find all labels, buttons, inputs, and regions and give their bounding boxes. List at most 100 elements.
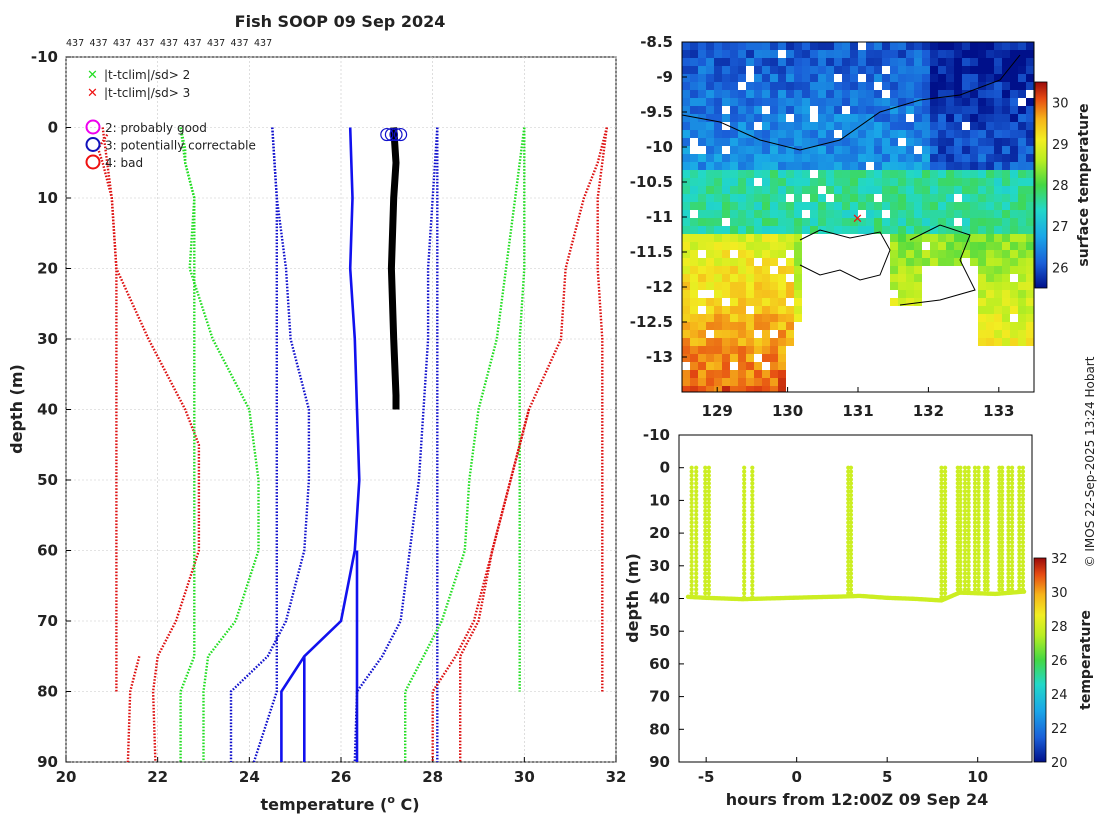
map-sst-cell — [754, 138, 762, 146]
timeseries-ytick-label: 70 — [649, 688, 670, 706]
map-land-cell — [858, 282, 866, 290]
map-sst-cell — [706, 242, 714, 250]
map-land-cell — [906, 378, 914, 386]
map-land-cell — [858, 362, 866, 370]
map-land-cell — [986, 346, 994, 354]
map-sst-cell — [682, 170, 690, 178]
map-sst-cell — [1018, 218, 1026, 226]
figure-title: Fish SOOP 09 Sep 2024 — [235, 12, 446, 31]
map-colorbar-tick-label: 28 — [1052, 179, 1069, 194]
map-sst-cell — [706, 258, 714, 266]
map-sst-cell — [914, 42, 922, 50]
map-sst-cell — [874, 58, 882, 66]
map-land-cell — [882, 258, 890, 266]
map-sst-cell — [746, 170, 754, 178]
map-sst-cell — [914, 178, 922, 186]
profile-ytick-label: 50 — [37, 471, 58, 489]
map-land-cell — [818, 354, 826, 362]
map-sst-cell — [746, 194, 754, 202]
timeseries-point — [689, 591, 694, 596]
map-sst-cell — [850, 186, 858, 194]
map-sst-cell — [738, 258, 746, 266]
timeseries-point — [1000, 473, 1005, 478]
map-sst-cell — [762, 114, 770, 122]
map-sst-cell — [922, 122, 930, 130]
timeseries-point — [943, 532, 948, 537]
map-land-cell — [858, 330, 866, 338]
map-sst-cell — [1018, 258, 1026, 266]
profile-grid — [65, 56, 617, 763]
map-sst-cell — [690, 290, 698, 298]
timeseries-point — [694, 477, 699, 482]
map-sst-cell — [834, 162, 842, 170]
map-sst-cell — [682, 218, 690, 226]
timeseries-point — [1017, 540, 1022, 545]
map-land-cell — [970, 290, 978, 298]
map-sst-cell — [730, 42, 738, 50]
timeseries-point — [689, 567, 694, 572]
map-sst-cell — [746, 338, 754, 346]
map-land-cell — [1010, 354, 1018, 362]
profile-ytick-label: 80 — [37, 683, 58, 701]
timeseries-point — [958, 496, 963, 502]
timeseries-point — [689, 575, 694, 580]
map-land-cell — [906, 362, 914, 370]
map-sst-cell — [762, 346, 770, 354]
map-sst-cell — [778, 330, 786, 338]
map-sst-cell — [986, 66, 994, 74]
map-cloud-cell — [890, 290, 898, 298]
map-sst-cell — [970, 90, 978, 98]
map-cloud-cell — [762, 362, 770, 370]
timeseries-point — [1020, 504, 1026, 510]
map-sst-cell — [1002, 298, 1010, 306]
map-sst-cell — [794, 314, 802, 322]
timeseries-point — [939, 481, 944, 486]
map-sst-cell — [842, 58, 850, 66]
timeseries-point — [750, 524, 755, 529]
timeseries-point — [1006, 571, 1011, 576]
map-sst-cell — [706, 74, 714, 82]
map-sst-cell — [754, 202, 762, 210]
map-sst-cell — [858, 202, 866, 210]
map-sst-cell — [730, 90, 738, 98]
map-sst-cell — [730, 338, 738, 346]
timeseries-point — [703, 528, 708, 533]
map-land-cell — [842, 314, 850, 322]
timeseries-point — [848, 587, 854, 592]
map-sst-cell — [898, 210, 906, 218]
map-land-cell — [906, 322, 914, 330]
map-land-cell — [842, 298, 850, 306]
map-sst-cell — [762, 298, 770, 306]
map-sst-cell — [762, 314, 770, 322]
map-sst-cell — [698, 226, 706, 234]
map-land-cell — [874, 298, 882, 306]
map-sst-cell — [698, 130, 706, 138]
map-land-cell — [962, 306, 970, 314]
map-sst-cell — [826, 82, 834, 90]
timeseries-point — [1009, 524, 1015, 529]
map-land-cell — [834, 354, 842, 362]
map-sst-cell — [922, 114, 930, 122]
map-sst-cell — [898, 170, 906, 178]
map-sst-cell — [994, 90, 1002, 98]
map-sst-cell — [874, 178, 882, 186]
map-sst-cell — [802, 130, 810, 138]
map-sst-cell — [722, 186, 730, 194]
map-sst-cell — [962, 146, 970, 154]
map-sst-cell — [938, 74, 946, 82]
map-sst-cell — [938, 138, 946, 146]
timeseries-colorbar-label: temperature — [1078, 610, 1094, 710]
map-sst-cell — [746, 346, 754, 354]
map-sst-cell — [746, 354, 754, 362]
map-sst-cell — [890, 138, 898, 146]
map-sst-cell — [930, 170, 938, 178]
timeseries-point — [689, 500, 694, 506]
map-sst-cell — [778, 210, 786, 218]
map-sst-cell — [978, 306, 986, 314]
timeseries-point — [1017, 500, 1022, 506]
map-sst-cell — [970, 226, 978, 234]
map-sst-cell — [866, 106, 874, 114]
map-land-cell — [930, 266, 938, 274]
map-sst-cell — [858, 82, 866, 90]
